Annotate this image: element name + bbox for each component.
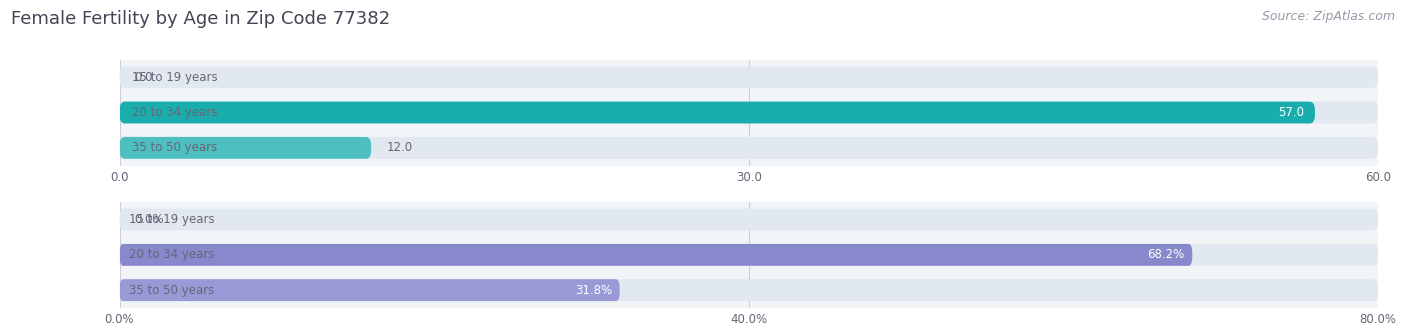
Text: 35 to 50 years: 35 to 50 years <box>132 141 218 154</box>
FancyBboxPatch shape <box>120 66 1378 88</box>
Text: Female Fertility by Age in Zip Code 77382: Female Fertility by Age in Zip Code 7738… <box>11 10 391 28</box>
Text: 57.0: 57.0 <box>1278 106 1305 119</box>
FancyBboxPatch shape <box>120 209 1378 230</box>
Text: Source: ZipAtlas.com: Source: ZipAtlas.com <box>1261 10 1395 23</box>
Text: 12.0: 12.0 <box>387 141 412 154</box>
FancyBboxPatch shape <box>120 102 1315 123</box>
Text: 0.0: 0.0 <box>135 71 153 84</box>
Text: 20 to 34 years: 20 to 34 years <box>132 106 218 119</box>
Text: 0.0%: 0.0% <box>135 213 165 226</box>
FancyBboxPatch shape <box>120 137 1378 159</box>
Text: 15 to 19 years: 15 to 19 years <box>129 213 215 226</box>
FancyBboxPatch shape <box>120 244 1192 266</box>
FancyBboxPatch shape <box>120 244 1378 266</box>
Text: 15 to 19 years: 15 to 19 years <box>132 71 218 84</box>
Text: 68.2%: 68.2% <box>1147 248 1184 261</box>
Text: 31.8%: 31.8% <box>575 284 612 297</box>
Text: 35 to 50 years: 35 to 50 years <box>129 284 214 297</box>
FancyBboxPatch shape <box>120 279 620 301</box>
FancyBboxPatch shape <box>120 102 1378 123</box>
FancyBboxPatch shape <box>120 137 371 159</box>
FancyBboxPatch shape <box>120 279 1378 301</box>
Text: 20 to 34 years: 20 to 34 years <box>129 248 215 261</box>
